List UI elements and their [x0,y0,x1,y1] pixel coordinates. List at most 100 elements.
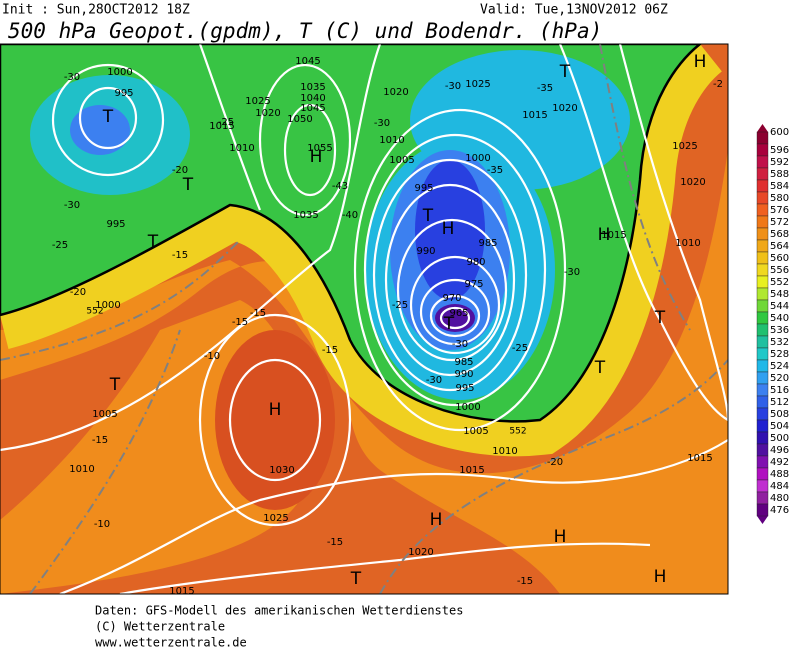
map-label: 1010 [69,464,94,475]
map-label: 1025 [245,96,270,107]
legend-swatch [756,311,769,325]
map-label: 1050 [287,114,312,125]
legend-label: 504 [770,421,789,432]
legend-label: 496 [770,445,789,456]
map-label: 1020 [383,87,408,98]
legend-swatch [756,383,769,397]
map-label: 552 [509,427,526,437]
map-label: -30 [374,118,390,129]
map-label: -35 [537,83,553,94]
legend-label: 596 [770,145,789,156]
legend-swatch [756,275,769,289]
map-label: 965 [449,308,468,319]
map-label: 1000 [107,67,132,78]
map-label: T [594,358,606,378]
blue-field [70,105,130,155]
legend-label: 584 [770,181,789,192]
map-label: 1000 [465,153,490,164]
map-label: -15 [232,317,248,328]
map-label: 1025 [672,141,697,152]
legend-swatch [756,371,769,385]
legend-label: 532 [770,337,789,348]
map-label: T [182,175,194,195]
legend-label: 480 [770,493,789,504]
map-label: -30 [64,200,80,211]
legend-label: 488 [770,469,789,480]
legend-swatch [756,299,769,313]
isobars [0,44,728,594]
map-label: 552 [86,307,103,317]
legend-swatch [756,431,769,445]
legend-swatch [756,263,769,277]
legend-label: 548 [770,289,789,300]
map-label: 985 [478,238,497,249]
map-label: -15 [92,435,108,446]
legend-swatch [756,143,769,157]
map-label: 995 [106,219,125,230]
legend-swatch [756,359,769,373]
map-label: 1005 [389,155,414,166]
map-label: 1040 [300,93,325,104]
legend-label: 600 [770,127,789,138]
legend-swatch [756,323,769,337]
map-label: -20 [172,165,188,176]
legend-label: 560 [770,253,789,264]
map-label: -30 [445,81,461,92]
map-label: 985 [454,357,473,368]
map-label: 975 [464,279,483,290]
legend-swatch [756,167,769,181]
map-label: -15 [327,537,343,548]
map-label: 1015 [209,121,234,132]
map-label: -43 [332,181,348,192]
map-label: 995 [455,383,474,394]
map-label: 1015 [169,586,194,597]
map-label: T [422,206,434,226]
legend-label: 564 [770,241,789,252]
map-label: 1035 [300,82,325,93]
map-label: 970 [442,293,461,304]
legend-swatch [756,491,769,505]
legend-label: 536 [770,325,789,336]
legend-label: 520 [770,373,789,384]
legend-swatch [756,227,769,241]
map-label: 1005 [463,426,488,437]
map-label: -30 [426,375,442,386]
legend-label: 476 [770,505,789,516]
map-label: 995 [414,183,433,194]
map-label: T [102,107,114,127]
map-label: H [554,527,567,547]
legend-swatch [756,155,769,169]
map-label: 1025 [465,79,490,90]
map-label: -10 [94,519,110,530]
legend-label: 568 [770,229,789,240]
map-label: H [310,147,323,167]
legend-label: 512 [770,397,789,408]
legend-swatch [756,443,769,457]
map-label: -15 [172,250,188,261]
map-label: -15 [322,345,338,356]
map-label: -10 [204,351,220,362]
map-label: T [350,569,362,589]
map-label: -20 [70,287,86,298]
map-label: 1015 [522,110,547,121]
legend-swatch [756,251,769,265]
blue-field [415,160,485,300]
map-label: 1010 [379,135,404,146]
legend-label: 576 [770,205,789,216]
map-label: 1015 [687,453,712,464]
legend-swatch [756,335,769,349]
map-label: -25 [218,117,234,128]
legend-swatch [756,215,769,229]
map-label: 1045 [295,56,320,67]
map-label: -25 [512,343,528,354]
legend-cap [757,516,768,524]
legend-swatch [756,503,769,517]
legend-label: 552 [770,277,789,288]
legend-swatch [756,287,769,301]
map-label: H [442,219,455,239]
map-label: H [694,52,707,72]
map-label: T [147,232,159,252]
